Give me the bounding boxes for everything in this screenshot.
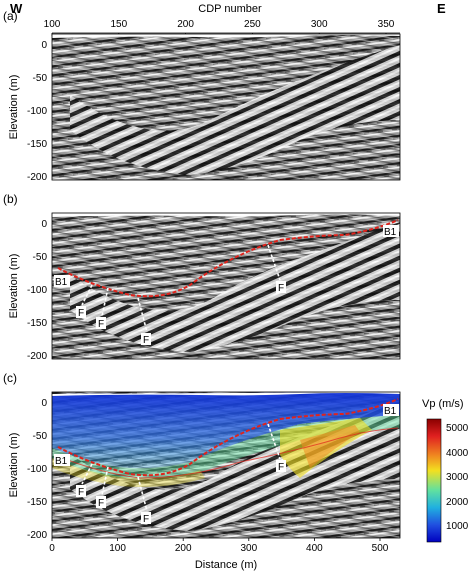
svg-text:-50: -50 bbox=[33, 252, 48, 263]
panel-b-faults bbox=[81, 244, 281, 333]
top-axis-ticks: 100 150 200 250 300 350 bbox=[44, 19, 395, 36]
colorbar-gradient bbox=[426, 418, 442, 543]
svg-text:2000: 2000 bbox=[446, 497, 469, 508]
panel-c-horizon bbox=[57, 398, 399, 477]
svg-text:0: 0 bbox=[41, 219, 47, 230]
axis-tick-label: 200 bbox=[175, 543, 192, 554]
axis-tick-label: 500 bbox=[372, 543, 389, 554]
svg-text:5000: 5000 bbox=[446, 423, 469, 434]
panel-c-yticks: 0 -50 -100 -150 -200 bbox=[27, 398, 47, 541]
svg-text:B1: B1 bbox=[55, 456, 68, 467]
svg-text:-150: -150 bbox=[27, 139, 47, 150]
panel-b: (b) F F F F B1 bbox=[3, 192, 401, 362]
svg-text:-150: -150 bbox=[27, 497, 47, 508]
axis-tick-label: 150 bbox=[110, 19, 127, 30]
colorbar-title: Vp (m/s) bbox=[422, 398, 464, 410]
svg-text:0: 0 bbox=[41, 40, 47, 51]
axis-tick-label: 100 bbox=[44, 19, 61, 30]
east-label: E bbox=[437, 1, 446, 16]
top-axis: W E CDP number 100 150 200 250 300 350 bbox=[10, 1, 446, 36]
svg-text:-200: -200 bbox=[27, 530, 47, 541]
axis-tick-label: 100 bbox=[109, 543, 126, 554]
svg-text:4000: 4000 bbox=[446, 448, 469, 459]
svg-text:0: 0 bbox=[41, 398, 47, 409]
axis-tick-label: 300 bbox=[240, 543, 257, 554]
top-axis-title: CDP number bbox=[198, 3, 262, 15]
bottom-axis-ticks: 0 100 200 300 400 500 bbox=[49, 538, 389, 554]
panel-c-faults bbox=[81, 423, 281, 512]
svg-text:F: F bbox=[78, 308, 84, 319]
panel-a: (a) Elevation (m) 0 -50 -100 -150 -200 bbox=[3, 9, 401, 183]
svg-text:-100: -100 bbox=[27, 464, 47, 475]
panel-c-label: (c) bbox=[3, 371, 17, 385]
axis-tick-label: 200 bbox=[177, 19, 194, 30]
panel-a-seismic-section bbox=[52, 34, 400, 180]
panel-a-ylabel: Elevation (m) bbox=[8, 75, 20, 140]
panel-b-seismic-section bbox=[52, 213, 400, 359]
axis-tick-label: 400 bbox=[306, 543, 323, 554]
panel-b-horizon bbox=[57, 219, 399, 298]
svg-text:B1: B1 bbox=[55, 277, 68, 288]
panel-c-seismic-section bbox=[52, 392, 400, 538]
panel-c-horizon-lower bbox=[59, 427, 399, 479]
colorbar-ticks: 5000 4000 3000 2000 1000 bbox=[446, 423, 469, 532]
panel-b-fault-labels: F F F F bbox=[76, 281, 286, 346]
velocity-colorbar: Vp (m/s) 5000 4000 3000 2000 1000 bbox=[422, 398, 469, 543]
panel-b-yticks: 0 -50 -100 -150 -200 bbox=[27, 219, 47, 362]
svg-text:F: F bbox=[278, 283, 284, 294]
svg-text:F: F bbox=[98, 319, 104, 330]
svg-text:3000: 3000 bbox=[446, 472, 469, 483]
svg-text:-100: -100 bbox=[27, 285, 47, 296]
svg-text:-150: -150 bbox=[27, 318, 47, 329]
panel-a-label: (a) bbox=[3, 9, 18, 23]
svg-text:1000: 1000 bbox=[446, 521, 469, 532]
svg-text:-100: -100 bbox=[27, 106, 47, 117]
panel-c-horizon-labels: B1 B1 bbox=[54, 404, 399, 467]
axis-tick-label: 350 bbox=[378, 19, 395, 30]
panel-b-ylabel: Elevation (m) bbox=[8, 254, 20, 319]
west-label: W bbox=[10, 1, 23, 16]
panel-c-fault-labels: F F F F bbox=[76, 460, 286, 525]
panel-b-horizon-labels: B1 B1 bbox=[54, 225, 399, 288]
svg-text:F: F bbox=[278, 462, 284, 473]
panel-c-velocity-overlay bbox=[52, 392, 400, 469]
svg-text:B1: B1 bbox=[384, 406, 397, 417]
svg-text:-50: -50 bbox=[33, 431, 48, 442]
svg-text:F: F bbox=[143, 514, 149, 525]
axis-tick-label: 300 bbox=[311, 19, 328, 30]
axis-tick-label: 0 bbox=[49, 543, 55, 554]
svg-text:-200: -200 bbox=[27, 351, 47, 362]
svg-text:F: F bbox=[78, 487, 84, 498]
svg-text:-200: -200 bbox=[27, 172, 47, 183]
panel-c: (c) F F F bbox=[3, 371, 401, 541]
bottom-axis: 0 100 200 300 400 500 Distance (m) bbox=[49, 538, 389, 571]
svg-text:-50: -50 bbox=[33, 73, 48, 84]
svg-text:F: F bbox=[143, 335, 149, 346]
axis-tick-label: 250 bbox=[244, 19, 261, 30]
bottom-axis-title: Distance (m) bbox=[195, 559, 257, 571]
panel-c-ylabel: Elevation (m) bbox=[8, 433, 20, 498]
svg-text:B1: B1 bbox=[384, 227, 397, 238]
svg-text:F: F bbox=[98, 498, 104, 509]
panel-b-label: (b) bbox=[3, 192, 18, 206]
panel-a-yticks: 0 -50 -100 -150 -200 bbox=[27, 40, 47, 183]
